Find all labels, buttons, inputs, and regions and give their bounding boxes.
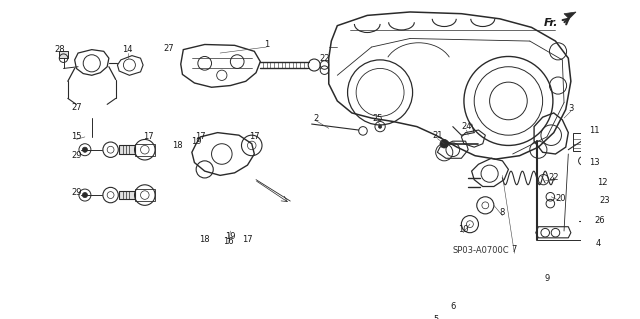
Text: 20: 20 bbox=[556, 194, 566, 203]
Text: 28: 28 bbox=[54, 45, 65, 54]
Text: 11: 11 bbox=[589, 126, 599, 135]
Text: 22: 22 bbox=[548, 173, 559, 182]
Text: Fr.: Fr. bbox=[544, 18, 559, 28]
Text: 22: 22 bbox=[319, 54, 330, 63]
Text: 29: 29 bbox=[71, 188, 82, 197]
Text: 14: 14 bbox=[122, 45, 133, 54]
Text: 17: 17 bbox=[195, 132, 205, 141]
Text: 27: 27 bbox=[163, 44, 174, 53]
Text: 10: 10 bbox=[458, 225, 468, 234]
Circle shape bbox=[378, 125, 382, 128]
Text: 8: 8 bbox=[500, 208, 505, 217]
Text: 12: 12 bbox=[597, 178, 608, 187]
Text: 29: 29 bbox=[71, 151, 82, 160]
Text: 17: 17 bbox=[249, 132, 260, 141]
Text: 7: 7 bbox=[512, 245, 517, 254]
Bar bbox=[119, 145, 134, 154]
Text: 17: 17 bbox=[242, 235, 253, 244]
Text: 23: 23 bbox=[600, 196, 611, 205]
Text: 6: 6 bbox=[450, 302, 456, 311]
Bar bbox=[581, 208, 595, 215]
Text: 17: 17 bbox=[143, 132, 154, 141]
Text: 1: 1 bbox=[264, 40, 269, 49]
Text: 9: 9 bbox=[544, 274, 550, 283]
Text: 18: 18 bbox=[172, 141, 182, 150]
Text: 24: 24 bbox=[461, 122, 472, 131]
Text: 18: 18 bbox=[200, 235, 210, 244]
Text: 19: 19 bbox=[225, 232, 236, 241]
Circle shape bbox=[83, 147, 88, 152]
Text: 4: 4 bbox=[596, 239, 601, 248]
Bar bbox=[134, 144, 155, 156]
Bar bbox=[119, 191, 134, 199]
Text: 19: 19 bbox=[191, 137, 202, 146]
Text: 5: 5 bbox=[433, 315, 438, 319]
Text: 15: 15 bbox=[71, 132, 82, 141]
Text: 25: 25 bbox=[372, 114, 383, 122]
Bar bbox=[573, 133, 589, 152]
Polygon shape bbox=[564, 12, 576, 19]
Text: 26: 26 bbox=[595, 216, 605, 225]
Text: 27: 27 bbox=[71, 103, 82, 112]
Circle shape bbox=[440, 139, 449, 148]
Text: 16: 16 bbox=[223, 237, 234, 246]
Text: 13: 13 bbox=[589, 158, 599, 167]
Bar bbox=[60, 51, 68, 58]
Text: 21: 21 bbox=[432, 131, 443, 140]
Bar bbox=[134, 189, 155, 201]
Circle shape bbox=[83, 192, 88, 198]
Text: SP03-A0700C: SP03-A0700C bbox=[452, 246, 509, 255]
Text: 3: 3 bbox=[568, 104, 573, 113]
Text: 2: 2 bbox=[314, 114, 319, 122]
